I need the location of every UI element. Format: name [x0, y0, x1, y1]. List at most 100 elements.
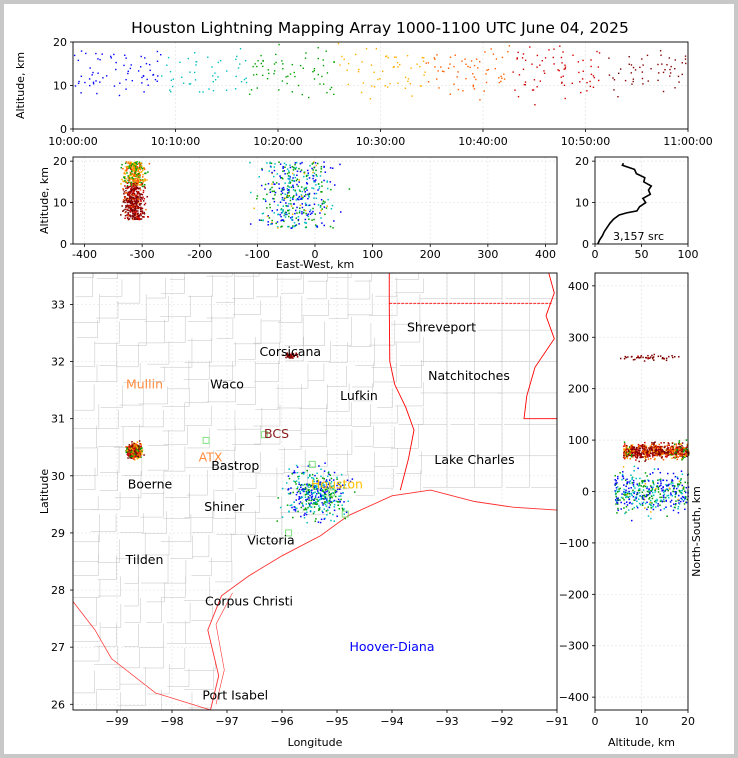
- source-point: [135, 445, 138, 448]
- source-point: [653, 454, 655, 457]
- source-point: [529, 46, 531, 48]
- source-point: [656, 498, 658, 501]
- source-point: [321, 497, 323, 500]
- source-point: [288, 477, 291, 480]
- source-point: [283, 214, 285, 217]
- source-point: [314, 179, 317, 181]
- source-point: [300, 197, 303, 200]
- source-point: [277, 213, 280, 216]
- source-point: [212, 89, 215, 92]
- source-point: [298, 211, 301, 214]
- source-point: [287, 196, 289, 199]
- source-point: [318, 508, 321, 510]
- source-point: [320, 217, 322, 219]
- source-point: [633, 452, 636, 454]
- source-point: [290, 356, 293, 358]
- source-point: [323, 224, 326, 227]
- source-point: [139, 168, 142, 171]
- source-point: [624, 452, 626, 455]
- source-point: [629, 452, 631, 455]
- county-line: [73, 273, 94, 278]
- source-point: [308, 193, 311, 196]
- source-point: [321, 222, 323, 224]
- source-point: [80, 92, 82, 94]
- source-point: [298, 481, 300, 484]
- source-point: [312, 169, 314, 171]
- source-point: [132, 185, 134, 188]
- y-tick-label: 31: [51, 413, 65, 426]
- source-point: [333, 520, 336, 522]
- source-point: [500, 80, 502, 83]
- source-point: [660, 446, 663, 449]
- source-point: [332, 492, 334, 494]
- source-point: [135, 202, 138, 204]
- y-tick-label: 400: [568, 280, 589, 293]
- source-point: [136, 173, 139, 176]
- source-point: [136, 177, 138, 180]
- source-point: [524, 59, 527, 62]
- source-point: [676, 458, 679, 461]
- source-point: [316, 225, 318, 227]
- source-point: [137, 198, 139, 200]
- source-point: [662, 90, 665, 93]
- source-point: [638, 446, 640, 448]
- source-point: [136, 197, 138, 199]
- source-point: [132, 203, 135, 206]
- source-point: [303, 171, 306, 174]
- source-point: [126, 182, 129, 185]
- county-line: [307, 341, 331, 362]
- source-point: [135, 197, 137, 199]
- x-tick-label: 100: [362, 248, 383, 261]
- source-point: [648, 449, 651, 451]
- source-point: [129, 450, 131, 453]
- source-point: [284, 166, 286, 169]
- source-point: [281, 196, 284, 199]
- source-point: [122, 199, 125, 201]
- city-label: Houston: [311, 476, 363, 491]
- source-point: [214, 72, 216, 74]
- source-point: [341, 484, 344, 487]
- source-point: [143, 91, 145, 93]
- source-point: [675, 503, 677, 505]
- source-point: [266, 215, 269, 218]
- source-point: [494, 67, 497, 70]
- source-point: [427, 62, 430, 64]
- source-point: [685, 447, 687, 450]
- y-tick-label: 10: [53, 80, 67, 93]
- source-point: [287, 209, 290, 212]
- source-point: [317, 521, 320, 523]
- county-line: [254, 361, 279, 382]
- source-point: [262, 198, 265, 200]
- lma-station-marker: [308, 460, 316, 468]
- source-point: [315, 169, 317, 172]
- source-point: [277, 204, 279, 206]
- county-line: [308, 363, 325, 381]
- source-point: [280, 219, 282, 222]
- source-point: [141, 76, 143, 79]
- county-line: [73, 404, 100, 429]
- source-point: [134, 449, 136, 452]
- source-point: [133, 166, 135, 168]
- source-point: [131, 441, 133, 443]
- source-point: [288, 182, 290, 184]
- lma-station-marker: [328, 489, 335, 497]
- source-point: [286, 213, 288, 216]
- source-point: [84, 81, 86, 84]
- source-point: [675, 453, 678, 456]
- source-point: [261, 167, 263, 170]
- source-point: [339, 64, 341, 66]
- source-point: [296, 353, 299, 356]
- source-point: [571, 82, 573, 85]
- source-point: [131, 188, 134, 191]
- source-point: [133, 442, 135, 444]
- source-point: [142, 200, 145, 202]
- x-tick-label: 10:00:00: [48, 135, 97, 148]
- county-line: [230, 510, 256, 535]
- source-point: [124, 162, 127, 165]
- county-line: [147, 277, 166, 299]
- source-point: [313, 511, 316, 513]
- source-point: [659, 451, 661, 454]
- source-point: [665, 456, 668, 458]
- source-point: [679, 445, 682, 448]
- source-point: [624, 512, 626, 515]
